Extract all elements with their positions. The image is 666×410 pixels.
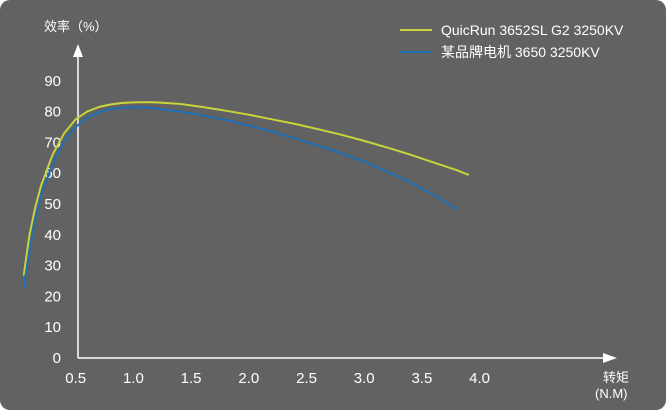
y-axis-title: 效率（%） bbox=[44, 19, 108, 34]
y-tick-label: 40 bbox=[44, 227, 61, 244]
x-tick-label: 2.0 bbox=[238, 370, 259, 387]
x-tick-label: 3.0 bbox=[354, 370, 375, 387]
x-axis-title: 转矩 bbox=[603, 370, 629, 385]
series-line-quicrun bbox=[22, 101, 470, 276]
legend: QuicRun 3652SL G2 3250KV 某品牌电机 3650 3250… bbox=[400, 22, 624, 60]
x-tick-label: 3.5 bbox=[411, 370, 432, 387]
y-tick-label: 50 bbox=[44, 196, 61, 213]
legend-label-other-brand: 某品牌电机 3650 3250KV bbox=[441, 44, 600, 60]
y-tick-label: 30 bbox=[44, 258, 61, 275]
y-tick-label: 80 bbox=[44, 104, 61, 121]
x-axis-arrow bbox=[603, 353, 617, 363]
y-tick-label: 90 bbox=[44, 73, 61, 90]
x-tick-label: 1.5 bbox=[181, 370, 202, 387]
y-axis-arrow bbox=[73, 44, 83, 57]
series-lines bbox=[22, 101, 470, 289]
x-tick-label: 1.0 bbox=[123, 370, 144, 387]
x-tick-label: 0.5 bbox=[65, 370, 86, 387]
legend-label-quicrun: QuicRun 3652SL G2 3250KV bbox=[441, 22, 624, 38]
x-tick-label: 2.5 bbox=[296, 370, 317, 387]
x-tick-labels: 0.5 1.0 1.5 2.0 2.5 3.0 3.5 4.0 bbox=[65, 370, 490, 387]
y-tick-label: 60 bbox=[44, 165, 61, 182]
y-tick-label: 10 bbox=[44, 319, 61, 336]
y-tick-label: 20 bbox=[44, 288, 61, 305]
x-tick-label: 4.0 bbox=[469, 370, 490, 387]
series-line-other-brand bbox=[22, 106, 458, 289]
y-tick-label: 0 bbox=[53, 350, 61, 367]
x-axis-unit: (N.M) bbox=[595, 386, 628, 401]
